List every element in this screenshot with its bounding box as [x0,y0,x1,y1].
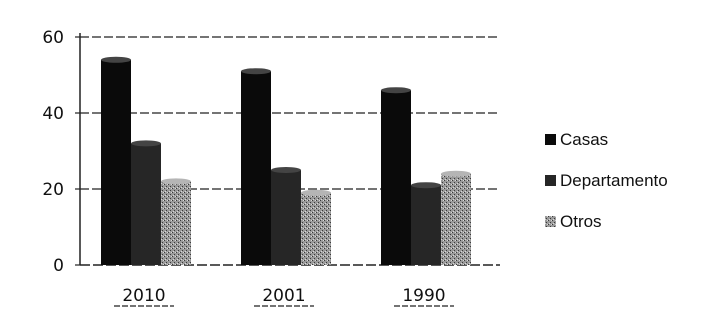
bar-casas-2001 [241,71,271,265]
y-tick-label: 0 [53,256,64,276]
bar-cap [381,87,411,94]
bar-casas-1990 [381,90,411,265]
bar-otros-1990 [441,173,471,265]
bar-casas-2010 [101,59,131,265]
y-tick-label: 40 [42,104,64,124]
bar-cap [101,56,131,63]
legend-swatch-casas [545,134,556,145]
bar-cap [161,178,191,185]
bar-departamento-2001 [271,170,301,265]
x-tick-label: 1990 [402,286,445,306]
bar-cap [241,68,271,75]
y-axis-ticks: 0 20 40 60 [42,28,80,276]
x-axis-ticks: 2010 2001 1990 [114,286,454,307]
bar-cap [301,189,331,196]
legend-swatch-departamento [545,175,556,186]
bar-departamento-2010 [131,143,161,265]
bar-cap [441,170,471,177]
bar-departamento-1990 [411,185,441,265]
legend-label-casas: Casas [560,130,608,149]
bar-otros-2001 [301,192,331,265]
x-tick-label: 2001 [262,286,305,306]
legend-swatch-otros [545,216,556,227]
y-tick-label: 20 [42,180,64,200]
bar-otros-2010 [161,181,191,265]
x-tick-label: 2010 [122,286,165,306]
bar-cap [411,182,441,189]
legend-label-departamento: Departamento [560,171,668,190]
bars [101,56,471,265]
bar-cap [271,167,301,173]
y-tick-label: 60 [42,28,64,48]
bar-cap [131,140,161,147]
legend: Casas Departamento Otros [545,130,668,231]
legend-label-otros: Otros [560,212,602,231]
